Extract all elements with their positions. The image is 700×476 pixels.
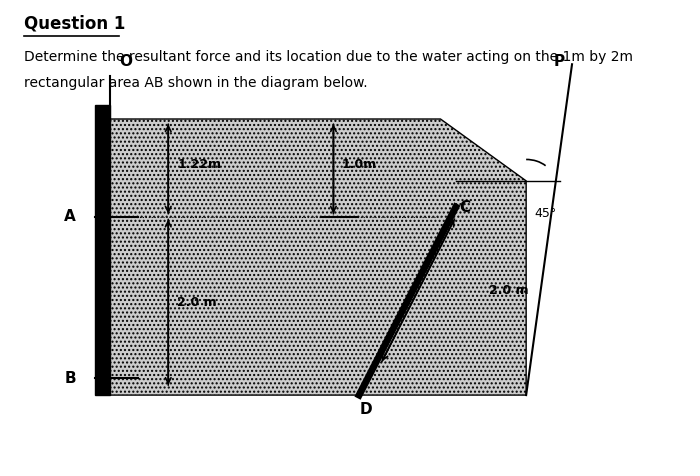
Text: rectangular area AB shown in the diagram below.: rectangular area AB shown in the diagram… [25,76,368,90]
Text: C: C [459,199,470,215]
Text: D: D [360,402,372,417]
Text: Question 1: Question 1 [25,14,126,32]
Text: 1.0m: 1.0m [342,158,377,171]
Text: Determine the resultant force and its location due to the water acting on the 1m: Determine the resultant force and its lo… [25,50,634,64]
Text: 2.0 m: 2.0 m [177,296,217,309]
Text: O: O [119,54,132,69]
Text: 2.0 m: 2.0 m [489,284,529,297]
Text: 45°: 45° [534,207,556,220]
Text: P: P [554,54,565,69]
Polygon shape [110,119,526,395]
Text: 1.22m: 1.22m [177,158,221,171]
Bar [94,105,110,395]
Text: A: A [64,209,76,224]
Text: B: B [64,371,76,386]
